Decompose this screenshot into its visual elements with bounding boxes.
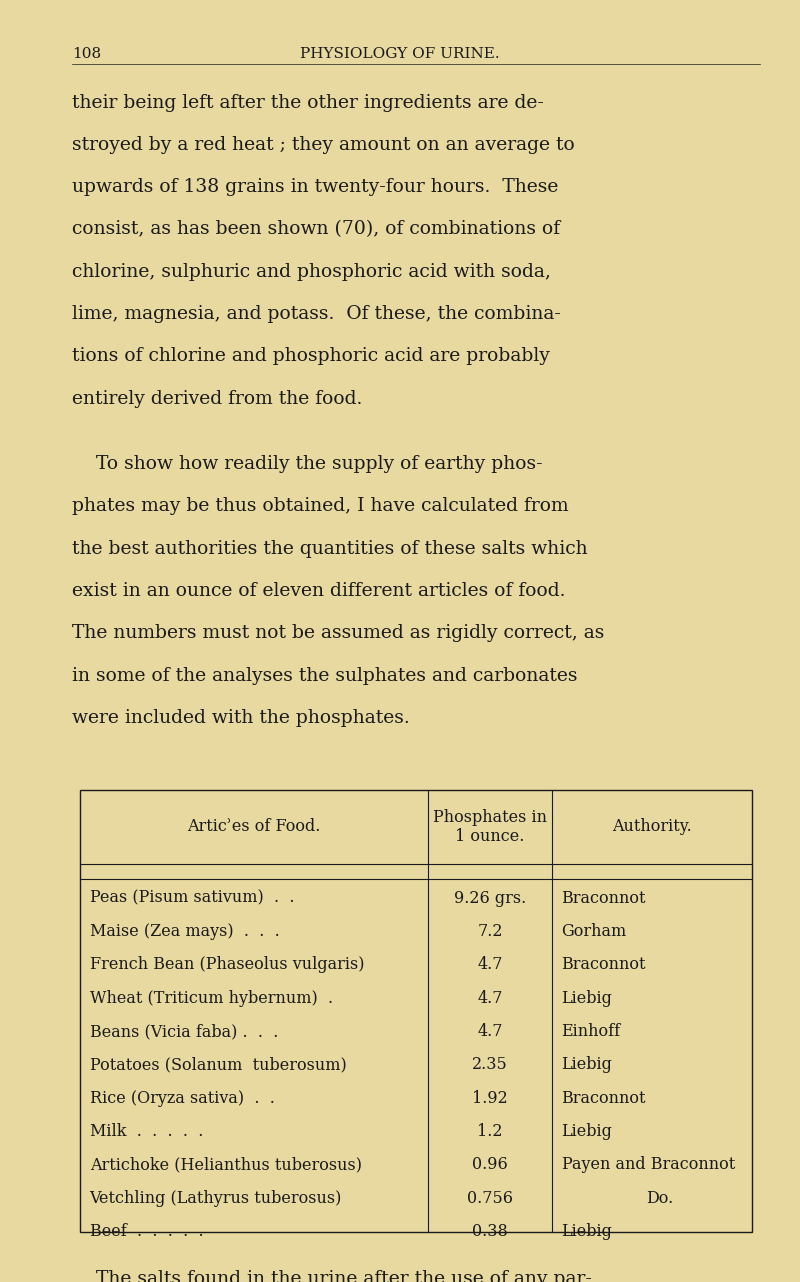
Text: Payen and Braconnot: Payen and Braconnot (562, 1156, 735, 1173)
Text: Liebig: Liebig (562, 990, 613, 1006)
Text: lime, magnesia, and potass.  Of these, the combina-: lime, magnesia, and potass. Of these, th… (72, 305, 561, 323)
Text: Braconnot: Braconnot (562, 1090, 646, 1106)
Text: Articʾes of Food.: Articʾes of Food. (187, 818, 321, 836)
Text: exist in an ounce of eleven different articles of food.: exist in an ounce of eleven different ar… (72, 582, 566, 600)
Text: Braconnot: Braconnot (562, 890, 646, 906)
Text: stroyed by a red heat ; they amount on an average to: stroyed by a red heat ; they amount on a… (72, 136, 574, 154)
Text: 4.7: 4.7 (478, 1023, 502, 1040)
Text: chlorine, sulphuric and phosphoric acid with soda,: chlorine, sulphuric and phosphoric acid … (72, 263, 551, 281)
Text: The numbers must not be assumed as rigidly correct, as: The numbers must not be assumed as rigid… (72, 624, 604, 642)
Text: Milk  .  .  .  .  .: Milk . . . . . (90, 1123, 203, 1140)
Text: 1.2: 1.2 (478, 1123, 502, 1140)
Text: Maise (Zea mays)  .  .  .: Maise (Zea mays) . . . (90, 923, 279, 940)
Text: tions of chlorine and phosphoric acid are probably: tions of chlorine and phosphoric acid ar… (72, 347, 550, 365)
Text: Einhoff: Einhoff (562, 1023, 621, 1040)
Text: Beef  .  .  .  .  .: Beef . . . . . (90, 1223, 203, 1240)
Text: Wheat (Triticum hybernum)  .: Wheat (Triticum hybernum) . (90, 990, 333, 1006)
Text: Peas (Pisum sativum)  .  .: Peas (Pisum sativum) . . (90, 890, 294, 906)
Text: 0.38: 0.38 (472, 1223, 508, 1240)
Text: Rice (Oryza sativa)  .  .: Rice (Oryza sativa) . . (90, 1090, 274, 1106)
Text: phates may be thus obtained, I have calculated from: phates may be thus obtained, I have calc… (72, 497, 569, 515)
Text: Potatoes (Solanum  tuberosum): Potatoes (Solanum tuberosum) (90, 1056, 346, 1073)
Text: 9.26 grs.: 9.26 grs. (454, 890, 526, 906)
Text: Artichoke (Helianthus tuberosus): Artichoke (Helianthus tuberosus) (90, 1156, 362, 1173)
Text: PHYSIOLOGY OF URINE.: PHYSIOLOGY OF URINE. (300, 47, 500, 62)
Text: Do.: Do. (646, 1190, 674, 1206)
Text: Gorham: Gorham (562, 923, 627, 940)
Text: 1.92: 1.92 (472, 1090, 508, 1106)
Text: 108: 108 (72, 47, 101, 62)
Text: French Bean (Phaseolus vulgaris): French Bean (Phaseolus vulgaris) (90, 956, 364, 973)
Text: Vetchling (Lathyrus tuberosus): Vetchling (Lathyrus tuberosus) (90, 1190, 342, 1206)
Text: The salts found in the urine after the use of any par-: The salts found in the urine after the u… (72, 1270, 592, 1282)
Text: 0.96: 0.96 (472, 1156, 508, 1173)
Text: the best authorities the quantities of these salts which: the best authorities the quantities of t… (72, 540, 588, 558)
Text: 7.2: 7.2 (478, 923, 502, 940)
Text: Liebig: Liebig (562, 1223, 613, 1240)
Text: Authority.: Authority. (612, 818, 692, 836)
Text: 4.7: 4.7 (478, 956, 502, 973)
Bar (80, 790, 752, 1232)
Text: Beans (Vicia faba) .  .  .: Beans (Vicia faba) . . . (90, 1023, 278, 1040)
Text: were included with the phosphates.: were included with the phosphates. (72, 709, 410, 727)
Text: entirely derived from the food.: entirely derived from the food. (72, 390, 362, 408)
Text: consist, as has been shown (70), of combinations of: consist, as has been shown (70), of comb… (72, 221, 560, 238)
Text: 2.35: 2.35 (472, 1056, 508, 1073)
Text: Liebig: Liebig (562, 1056, 613, 1073)
Text: 4.7: 4.7 (478, 990, 502, 1006)
Text: Braconnot: Braconnot (562, 956, 646, 973)
Text: To show how readily the supply of earthy phos-: To show how readily the supply of earthy… (72, 455, 542, 473)
Text: 0.756: 0.756 (467, 1190, 513, 1206)
Text: Phosphates in
1 ounce.: Phosphates in 1 ounce. (433, 809, 547, 845)
Text: in some of the analyses the sulphates and carbonates: in some of the analyses the sulphates an… (72, 667, 578, 685)
Text: Liebig: Liebig (562, 1123, 613, 1140)
Text: upwards of 138 grains in twenty-four hours.  These: upwards of 138 grains in twenty-four hou… (72, 178, 558, 196)
Text: their being left after the other ingredients are de-: their being left after the other ingredi… (72, 94, 544, 112)
